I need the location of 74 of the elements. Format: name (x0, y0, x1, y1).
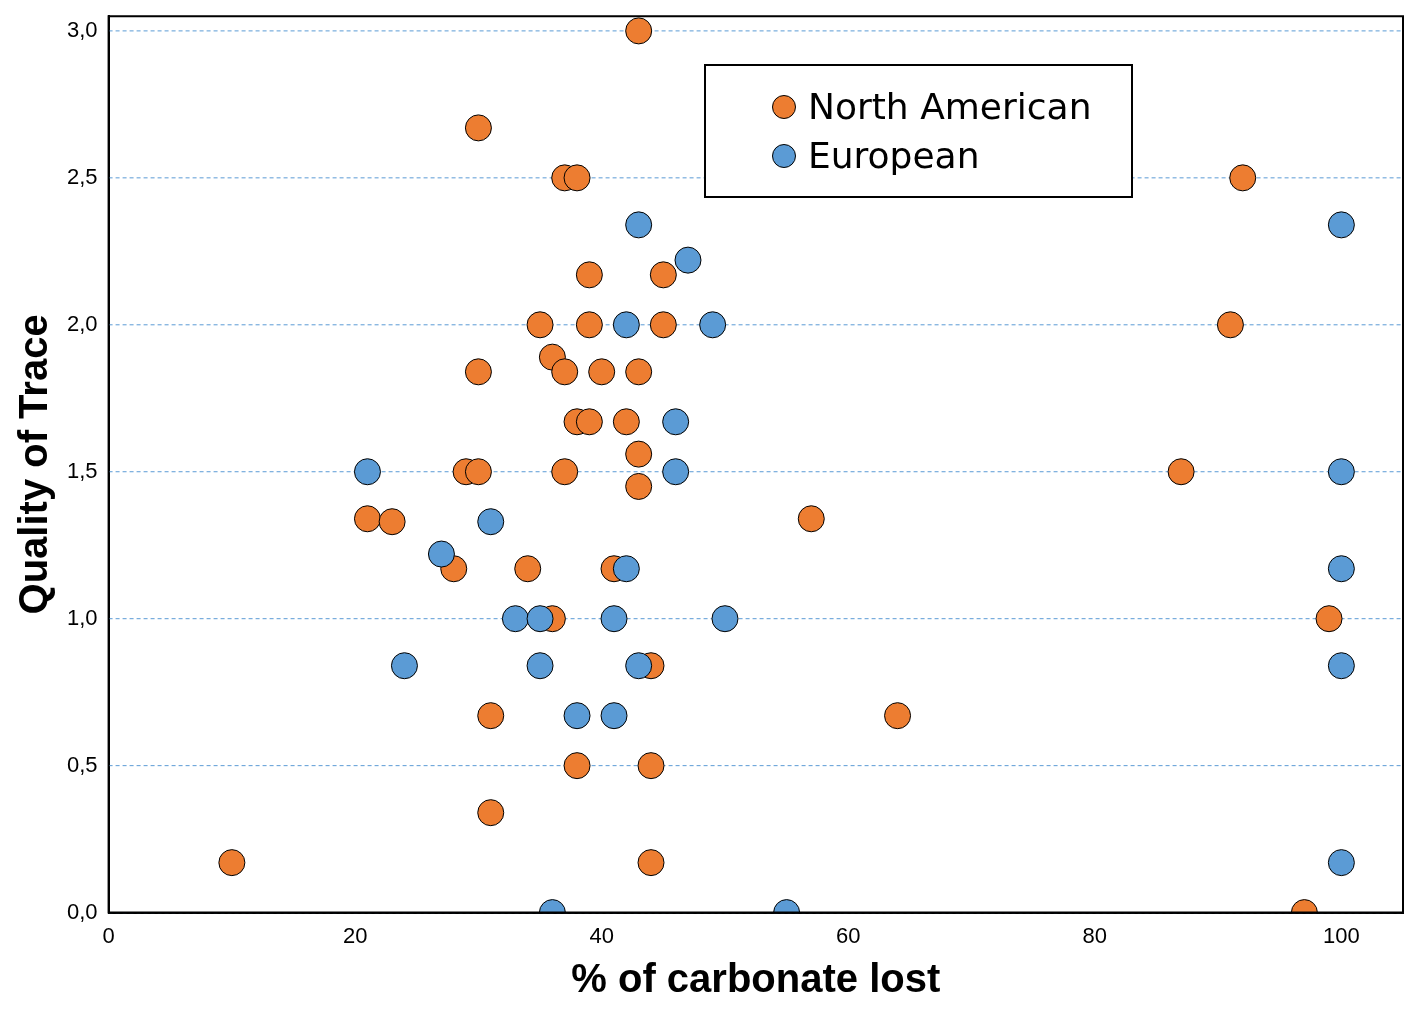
point (390, 652, 418, 680)
point (625, 440, 653, 468)
y-tick-label: 1,5 (66, 457, 98, 483)
point (625, 472, 653, 500)
point (797, 505, 825, 533)
y-axis-title: Quality of Trace (11, 314, 56, 615)
point (1327, 652, 1355, 680)
point (464, 114, 492, 142)
point (637, 752, 665, 780)
point (563, 752, 591, 780)
point (612, 311, 640, 339)
y-tick-label: 3,0 (66, 16, 98, 42)
point (427, 540, 455, 568)
point (526, 652, 554, 680)
y-tick-label: 2,0 (66, 310, 98, 336)
point (353, 505, 381, 533)
point (662, 458, 690, 486)
point (575, 311, 603, 339)
x-tick-label: 60 (836, 922, 861, 948)
point (526, 605, 554, 633)
point (600, 605, 628, 633)
point (551, 458, 579, 486)
x-tick-label: 20 (342, 922, 368, 948)
point (1327, 458, 1355, 486)
point (477, 508, 505, 536)
x-axis-title: % of carbonate lost (571, 956, 941, 1001)
point (1327, 849, 1355, 877)
y-tick-label: 1,0 (66, 604, 98, 630)
point (699, 311, 727, 339)
point (1315, 605, 1343, 633)
point (477, 702, 505, 730)
y-tick-label: 0,5 (66, 751, 98, 777)
point (477, 799, 505, 827)
point (353, 458, 381, 486)
point (625, 358, 653, 386)
point (625, 211, 653, 239)
point (612, 408, 640, 436)
point (600, 702, 628, 730)
point (575, 408, 603, 436)
point (501, 605, 529, 633)
legend-label: North American (808, 86, 1092, 128)
point (674, 246, 702, 274)
x-tick-label: 100 (1323, 922, 1360, 948)
point (1167, 458, 1195, 486)
point (588, 358, 616, 386)
point (649, 261, 677, 289)
point (625, 17, 653, 45)
y-tick-label: 0,0 (66, 898, 98, 924)
point (662, 408, 690, 436)
x-tick-label: 0 (102, 922, 115, 948)
point (378, 508, 406, 536)
point (884, 702, 912, 730)
point (551, 358, 579, 386)
point (464, 458, 492, 486)
point (218, 849, 246, 877)
point (637, 849, 665, 877)
point (711, 605, 739, 633)
point (1216, 311, 1244, 339)
point (575, 261, 603, 289)
point (563, 702, 591, 730)
point (464, 358, 492, 386)
point (563, 164, 591, 192)
point (625, 652, 653, 680)
point (514, 555, 542, 583)
x-tick-label: 80 (1082, 922, 1108, 948)
point (1327, 211, 1355, 239)
point (1229, 164, 1257, 192)
point (649, 311, 677, 339)
point (612, 555, 640, 583)
y-tick-label: 2,5 (66, 163, 98, 189)
point (1327, 555, 1355, 583)
x-tick-label: 40 (589, 922, 614, 948)
point (526, 311, 554, 339)
legend-label: European (808, 135, 980, 177)
